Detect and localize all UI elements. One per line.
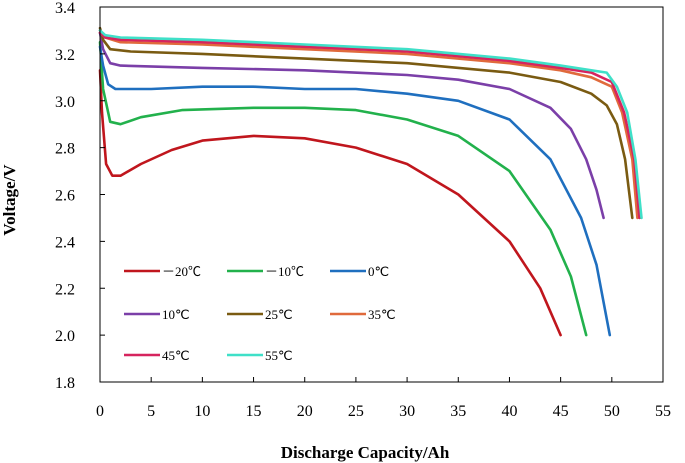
legend-label: 10℃ <box>162 307 190 322</box>
x-tick-label: 10 <box>194 403 210 420</box>
y-tick-label: 2.0 <box>55 328 75 345</box>
x-tick-label: 40 <box>501 403 517 420</box>
x-tick-label: 55 <box>655 403 671 420</box>
x-axis-title: Discharge Capacity/Ah <box>281 443 450 462</box>
x-tick-label: 35 <box>450 403 466 420</box>
legend-label: 35℃ <box>368 307 396 322</box>
legend-label: －10℃ <box>265 264 304 279</box>
y-tick-label: 2.6 <box>55 188 75 205</box>
series-line-1 <box>98 40 588 337</box>
x-tick-label: 0 <box>96 403 104 420</box>
series-line-2 <box>98 45 612 337</box>
x-tick-label: 5 <box>147 403 155 420</box>
legend-label: 25℃ <box>265 307 293 322</box>
y-axis-title: Voltage/V <box>0 164 19 236</box>
x-tick-label: 25 <box>348 403 364 420</box>
y-tick-label: 1.8 <box>55 375 75 392</box>
series-line-3 <box>98 31 605 220</box>
y-tick-label: 3.2 <box>55 47 75 64</box>
x-tick-label: 15 <box>246 403 262 420</box>
x-tick-label: 20 <box>297 403 313 420</box>
series-line-7 <box>98 29 643 220</box>
y-tick-label: 3.0 <box>55 94 75 111</box>
y-tick-label: 2.2 <box>55 281 75 298</box>
series-line-0 <box>98 69 562 337</box>
x-tick-label: 30 <box>399 403 415 420</box>
y-tick-label: 3.4 <box>55 0 75 17</box>
series-line-5 <box>98 29 639 220</box>
legend-label: 45℃ <box>162 348 190 363</box>
y-tick-label: 2.8 <box>55 141 75 158</box>
x-tick-label: 50 <box>604 403 620 420</box>
legend-label: －20℃ <box>162 264 201 279</box>
x-tick-label: 45 <box>553 403 569 420</box>
legend-label: 55℃ <box>265 348 293 363</box>
y-tick-label: 2.4 <box>55 234 75 251</box>
legend-label: 0℃ <box>368 264 389 279</box>
series-line-6 <box>98 31 641 220</box>
series-line-4 <box>98 26 634 220</box>
